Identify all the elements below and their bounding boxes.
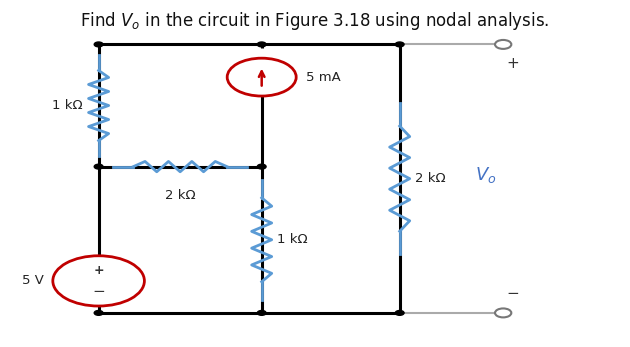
Text: 5 mA: 5 mA bbox=[306, 71, 340, 84]
Text: +: + bbox=[93, 264, 104, 277]
Circle shape bbox=[94, 164, 103, 169]
Text: 2 kΩ: 2 kΩ bbox=[165, 189, 195, 202]
Circle shape bbox=[94, 42, 103, 47]
Circle shape bbox=[94, 311, 103, 315]
Text: 1 kΩ: 1 kΩ bbox=[52, 99, 83, 112]
Text: −: − bbox=[92, 284, 105, 299]
Circle shape bbox=[495, 40, 512, 49]
Text: 2 kΩ: 2 kΩ bbox=[415, 172, 446, 185]
Text: +: + bbox=[506, 56, 519, 71]
Text: Find $V_o$ in the circuit in Figure 3.18 using nodal analysis.: Find $V_o$ in the circuit in Figure 3.18… bbox=[81, 10, 549, 32]
Circle shape bbox=[495, 308, 512, 318]
Text: 1 kΩ: 1 kΩ bbox=[277, 233, 308, 246]
Text: 5 V: 5 V bbox=[21, 274, 43, 287]
Circle shape bbox=[395, 42, 404, 47]
Text: −: − bbox=[506, 287, 519, 302]
Circle shape bbox=[257, 164, 266, 169]
Circle shape bbox=[395, 311, 404, 315]
Circle shape bbox=[257, 42, 266, 47]
Circle shape bbox=[257, 311, 266, 315]
Text: $V_o$: $V_o$ bbox=[475, 165, 496, 185]
